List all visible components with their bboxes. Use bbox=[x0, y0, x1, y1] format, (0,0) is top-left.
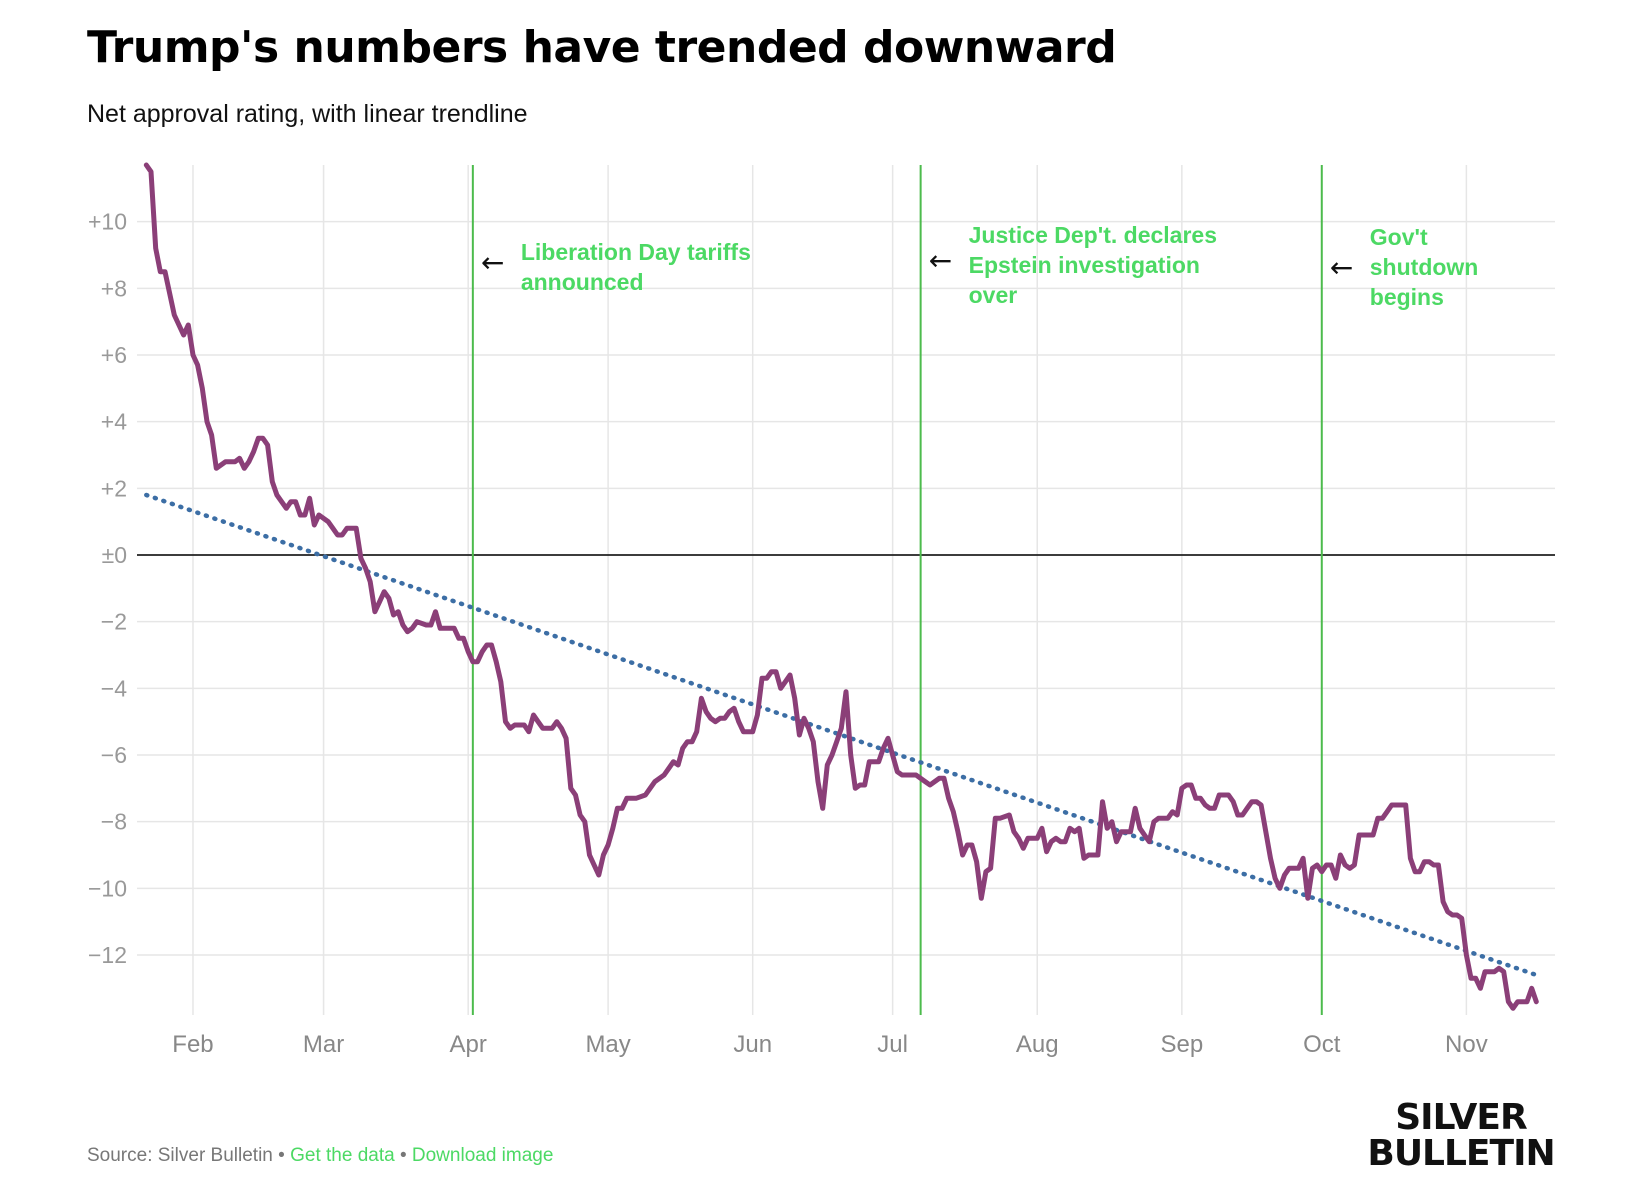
event-annotation-text: announced bbox=[521, 269, 644, 295]
y-tick-label: +4 bbox=[101, 409, 127, 435]
silver-bulletin-logo: SILVER BULLETIN bbox=[1366, 1100, 1556, 1172]
y-tick-label: −4 bbox=[101, 675, 127, 701]
x-tick-label: Oct bbox=[1303, 1031, 1341, 1058]
y-tick-label: −2 bbox=[101, 609, 127, 635]
x-tick-label: Jul bbox=[877, 1031, 908, 1058]
separator: • bbox=[272, 1145, 291, 1166]
event-annotation-text: Justice Dep't. declares bbox=[969, 222, 1217, 248]
y-tick-label: +10 bbox=[88, 209, 127, 235]
x-tick-label: Feb bbox=[172, 1031, 213, 1058]
y-tick-label: −10 bbox=[88, 875, 127, 901]
x-tick-label: Nov bbox=[1445, 1031, 1488, 1058]
y-tick-label: −8 bbox=[101, 809, 127, 835]
x-tick-label: Jun bbox=[733, 1031, 772, 1058]
x-tick-label: Sep bbox=[1160, 1031, 1203, 1058]
event-annotation-text: shutdown bbox=[1370, 254, 1479, 280]
annotation-arrow: ← bbox=[929, 244, 952, 277]
annotation-arrow: ← bbox=[481, 246, 504, 279]
event-annotation-text: Gov't bbox=[1370, 224, 1428, 250]
download-image-link[interactable]: Download image bbox=[411, 1145, 554, 1166]
x-tick-label: May bbox=[585, 1031, 630, 1058]
source-text: Source: Silver Bulletin bbox=[87, 1145, 273, 1166]
y-tick-label: −12 bbox=[88, 942, 127, 968]
get-data-link[interactable]: Get the data bbox=[290, 1145, 395, 1166]
annotation-arrow: ← bbox=[1330, 251, 1353, 284]
event-annotation-text: Liberation Day tariffs bbox=[521, 239, 751, 265]
x-tick-label: Apr bbox=[449, 1031, 486, 1058]
logo-line-2: BULLETIN bbox=[1367, 1133, 1555, 1174]
y-tick-label: +8 bbox=[101, 275, 127, 301]
y-tick-label: −6 bbox=[101, 742, 127, 768]
net-approval-line bbox=[143, 162, 1539, 1011]
x-tick-label: Aug bbox=[1016, 1031, 1059, 1058]
trendline bbox=[144, 492, 1539, 978]
event-annotation-text: over bbox=[969, 282, 1018, 308]
y-tick-label: +6 bbox=[101, 342, 127, 368]
logo-line-1: SILVER bbox=[1395, 1097, 1527, 1138]
chart-title: Trump's numbers have trended downward bbox=[87, 22, 1117, 73]
footer: Source: Silver Bulletin • Get the data •… bbox=[87, 1145, 553, 1167]
y-tick-label: ±0 bbox=[102, 542, 127, 568]
y-tick-label: +2 bbox=[101, 475, 127, 501]
x-tick-label: Mar bbox=[303, 1031, 344, 1058]
chart-subtitle: Net approval rating, with linear trendli… bbox=[87, 100, 528, 128]
separator: • bbox=[394, 1145, 412, 1166]
event-annotation-text: begins bbox=[1370, 284, 1444, 310]
line-chart: +10 +8 +6 +4 +2 ±0 −2 −4 −6 −8 −10 −12 Feb Mar Apr May J… bbox=[88, 162, 1555, 1058]
event-annotation-text: Epstein investigation bbox=[969, 252, 1200, 278]
